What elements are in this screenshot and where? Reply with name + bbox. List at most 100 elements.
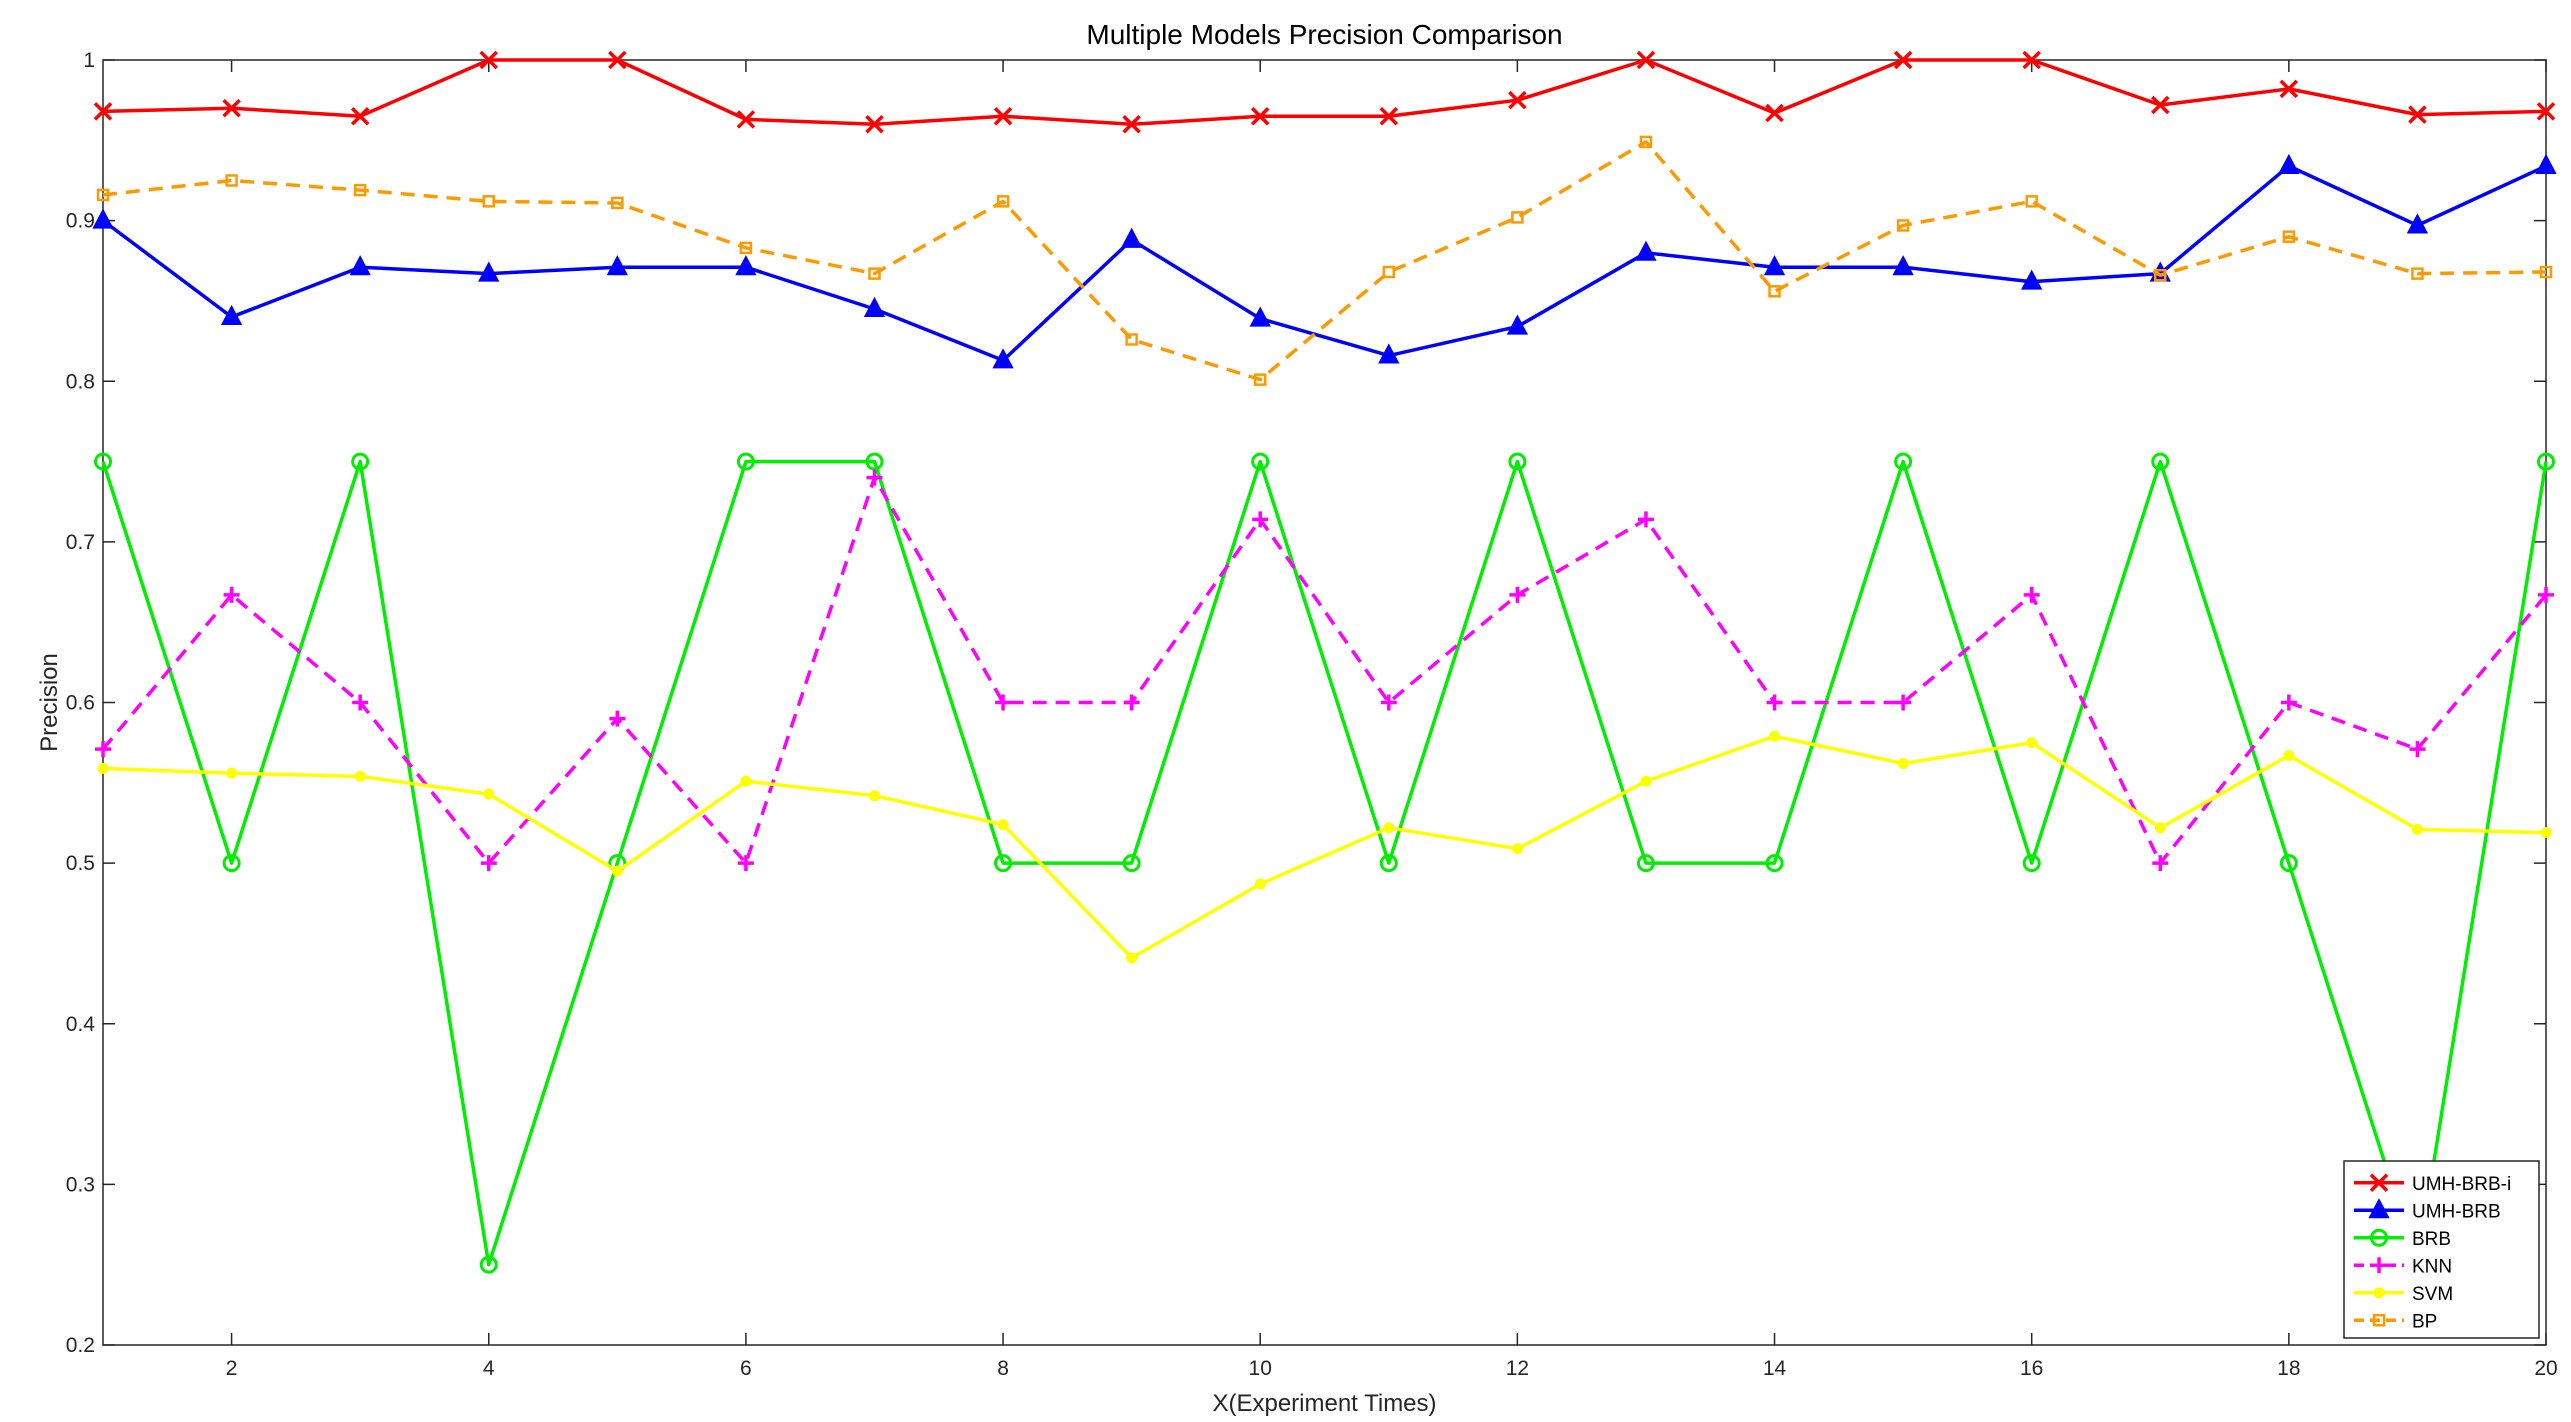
data-point-umh-brb (1763, 255, 1786, 276)
series-line-umh-brb-i (102, 58, 2547, 127)
data-point-bp (1768, 285, 1781, 298)
data-point-umh-brb-i (1893, 50, 1913, 70)
data-point-umh-brb-i (2536, 102, 2556, 121)
data-point-brb (1894, 452, 1913, 471)
data-point-bp (2411, 267, 2424, 280)
data-point-umh-brb (1506, 314, 1529, 335)
data-point-umh-brb (1892, 255, 1914, 276)
legend-swatch-marker (2369, 1173, 2389, 1192)
data-point-knn (2280, 694, 2297, 711)
data-point-svm (1254, 878, 1266, 890)
data-point-brb (865, 452, 884, 471)
y-tick-label: 0.7 (66, 531, 95, 554)
data-point-bp (739, 241, 753, 255)
data-point-knn (609, 710, 626, 727)
data-point-bp (353, 183, 367, 197)
data-point-bp (2282, 230, 2296, 243)
data-point-umh-brb-i (1379, 106, 1399, 126)
data-point-umh-brb (2021, 269, 2043, 290)
legend-label: UMH-BRB (2412, 1201, 2501, 1222)
data-point-svm (2154, 822, 2166, 834)
axis-ticks: 2 4 6 8 10 12 14 16 18 20 0.2 0.3 0.4 0.5 0.6 0.7 0.8 0.9… (66, 49, 2558, 1380)
data-point-umh-brb (992, 348, 1014, 369)
data-point-umh-brb-i (608, 50, 627, 70)
y-tick-label: 0.8 (66, 370, 95, 393)
data-point-bp (1896, 219, 1910, 232)
data-point-umh-brb (863, 296, 886, 317)
data-point-knn (1637, 511, 1654, 528)
data-point-bp (1125, 333, 1138, 346)
data-point-knn (1380, 694, 1397, 711)
data-point-umh-brb-i (1508, 90, 1527, 110)
legend-item-brb: BRB (2354, 1228, 2451, 1250)
x-tick-label: 14 (1763, 1357, 1787, 1380)
data-point-brb (994, 854, 1013, 873)
legend-label: KNN (2412, 1256, 2452, 1277)
legend-swatch-marker (2370, 1228, 2388, 1247)
data-point-umh-brb (1120, 227, 1143, 248)
data-point-umh-brb-i (993, 106, 1013, 126)
series-svm (97, 730, 2552, 964)
data-point-umh-brb (735, 255, 757, 276)
data-point-bp (611, 196, 624, 210)
data-point-brb (351, 452, 370, 471)
legend-swatch-marker (2372, 1314, 2386, 1327)
data-point-bp (868, 267, 881, 280)
data-point-knn (2152, 855, 2169, 872)
data-point-svm (1640, 775, 1652, 787)
data-point-umh-brb-i (2022, 50, 2041, 70)
x-tick-label: 20 (2534, 1357, 2557, 1380)
data-point-svm (483, 788, 495, 800)
data-point-knn (995, 694, 1012, 711)
series-line-umh-brb (101, 164, 2547, 363)
legend-swatch-marker (2371, 1257, 2387, 1274)
data-point-umh-brb-i (2151, 95, 2170, 115)
data-point-bp (2025, 195, 2038, 208)
data-point-umh-brb (1378, 343, 1400, 364)
legend-box (2343, 1160, 2540, 1339)
y-tick-label: 0.5 (66, 852, 95, 875)
data-point-svm (226, 767, 238, 779)
legend-item-umh-brb: UMH-BRB (2354, 1198, 2501, 1222)
data-point-bp (482, 195, 495, 208)
data-point-knn (1252, 511, 1269, 528)
data-point-bp (1511, 211, 1524, 224)
x-tick-label: 4 (483, 1357, 495, 1380)
data-point-knn (95, 741, 111, 758)
data-point-brb (2151, 452, 2170, 471)
series-line-bp (102, 140, 2547, 382)
data-point-umh-brb (478, 261, 500, 282)
data-point-umh-brb-i (1765, 103, 1784, 123)
legend: UMH-BRB-i UMH-BRB BRB KNN SVM BP (2343, 1160, 2540, 1339)
data-point-svm (354, 770, 366, 782)
data-point-umh-brb (349, 255, 371, 276)
data-point-umh-brb-i (222, 98, 241, 118)
data-point-knn (2023, 586, 2040, 603)
data-point-brb (1379, 854, 1398, 873)
legend-item-svm: SVM (2354, 1284, 2453, 1305)
data-point-bp (1639, 135, 1653, 149)
x-tick-label: 2 (226, 1357, 238, 1380)
data-point-umh-brb (1249, 306, 1271, 327)
x-tick-label: 12 (1506, 1357, 1529, 1380)
data-point-brb (2279, 854, 2298, 873)
x-tick-label: 8 (997, 1357, 1009, 1380)
data-point-bp (996, 195, 1010, 208)
data-point-knn (223, 586, 240, 603)
y-tick-label: 0.4 (66, 1013, 96, 1036)
data-point-brb (1508, 452, 1527, 471)
data-point-svm (611, 865, 623, 877)
data-point-svm (97, 762, 109, 774)
y-tick-label: 0.3 (66, 1173, 95, 1196)
data-point-bp (2154, 268, 2167, 282)
data-point-umh-brb (2278, 153, 2300, 175)
data-point-svm (1897, 758, 1909, 770)
data-point-knn (2538, 586, 2554, 603)
legend-item-bp: BP (2354, 1311, 2437, 1332)
data-point-bp (96, 188, 110, 202)
data-point-svm (1511, 843, 1523, 855)
legend-label: BRB (2412, 1229, 2451, 1250)
x-tick-label: 6 (740, 1357, 752, 1380)
chart-title: Multiple Models Precision Comparison (1086, 19, 1562, 50)
